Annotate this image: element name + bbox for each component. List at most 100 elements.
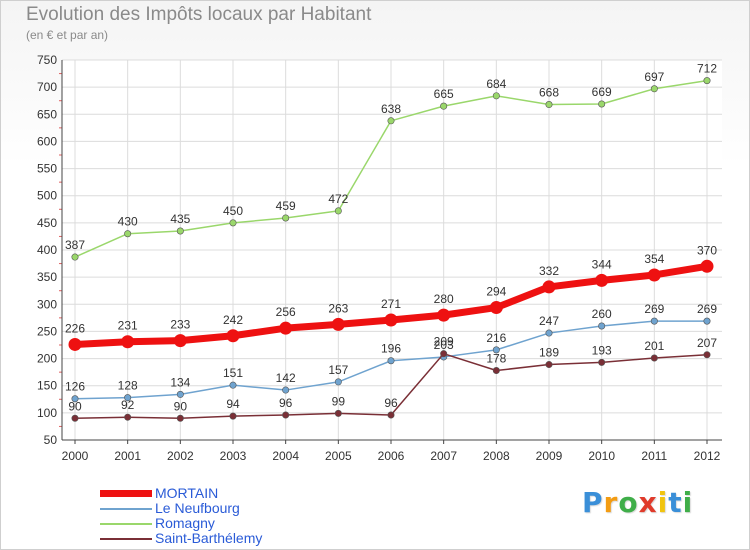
data-label: 294 (486, 285, 506, 299)
data-label: 684 (486, 77, 506, 91)
data-point (124, 230, 132, 238)
x-tick-label: 2011 (641, 449, 667, 463)
data-point (229, 381, 237, 389)
x-tick-label: 2010 (588, 449, 615, 463)
data-point (650, 85, 658, 93)
data-label: 157 (328, 363, 348, 377)
data-point (492, 346, 500, 354)
proxiti-logo: Proxiti (582, 486, 693, 519)
data-point (545, 101, 553, 109)
data-point (387, 117, 395, 125)
x-tick-label: 2007 (430, 449, 457, 463)
data-point (334, 409, 342, 417)
data-point (71, 414, 79, 422)
data-point (124, 394, 132, 402)
data-point (173, 334, 187, 348)
data-label: 216 (486, 331, 506, 345)
data-label: 263 (328, 301, 348, 315)
data-label: 193 (592, 343, 612, 357)
data-point (282, 386, 290, 394)
data-label: 354 (644, 252, 664, 266)
logo-letter: P (582, 486, 604, 519)
data-point (176, 414, 184, 422)
data-label: 387 (65, 238, 85, 252)
series-romagny: 387 430 435 450 459 472 638 665 684 668 669 697 712 (65, 62, 717, 261)
data-point (650, 354, 658, 362)
legend-label: MORTAIN (155, 485, 219, 501)
data-label: 271 (381, 297, 401, 311)
y-tick-label: 200 (37, 352, 57, 366)
data-point (703, 351, 711, 359)
data-point (71, 253, 79, 261)
data-point (703, 77, 711, 85)
data-label: 142 (276, 371, 296, 385)
x-tick-label: 2005 (325, 449, 352, 463)
logo-letter: i (682, 486, 694, 519)
data-point (595, 273, 609, 287)
data-label: 450 (223, 204, 243, 218)
data-point (703, 317, 711, 325)
y-tick-label: 550 (37, 162, 57, 176)
data-point (226, 329, 240, 343)
data-label: 203 (434, 338, 454, 352)
data-label: 178 (486, 352, 506, 366)
data-point (121, 335, 135, 349)
x-tick-label: 2003 (220, 449, 247, 463)
data-point (176, 227, 184, 235)
data-label: 370 (697, 243, 717, 257)
y-tick-label: 300 (37, 297, 57, 311)
data-label: 430 (118, 215, 138, 229)
legend-swatch (100, 523, 152, 525)
data-point (492, 92, 500, 100)
logo-letter: r (603, 486, 619, 519)
data-label: 697 (644, 70, 664, 84)
data-point (387, 357, 395, 365)
data-label: 332 (539, 264, 559, 278)
data-point (489, 301, 503, 315)
data-label: 669 (592, 85, 612, 99)
x-tick-label: 2001 (114, 449, 141, 463)
y-tick-label: 700 (37, 80, 57, 94)
data-point (229, 219, 237, 227)
data-label: 256 (276, 305, 296, 319)
x-tick-label: 2009 (536, 449, 563, 463)
chart-title: Evolution des Impôts locaux par Habitant (26, 4, 372, 25)
data-label: 665 (434, 87, 454, 101)
legend-swatch (100, 538, 152, 540)
y-tick-label: 350 (37, 270, 57, 284)
data-label: 207 (697, 336, 717, 350)
data-label: 242 (223, 313, 243, 327)
data-point (492, 367, 500, 375)
data-label: 189 (539, 346, 559, 360)
data-label: 92 (121, 398, 135, 412)
data-point (229, 412, 237, 420)
data-label: 196 (381, 342, 401, 356)
data-label: 233 (170, 318, 190, 332)
series-saint-barth-lemy: 90 92 90 94 96 99 96 209 178 189 193 201 207 (68, 335, 717, 422)
x-tick-label: 2008 (483, 449, 510, 463)
data-label: 231 (118, 319, 138, 333)
data-label: 96 (279, 396, 293, 410)
data-label: 280 (434, 292, 454, 306)
data-point (68, 337, 82, 351)
legend-label: Saint-Barthélemy (155, 530, 263, 546)
data-point (542, 280, 556, 294)
data-point (331, 317, 345, 331)
data-label: 201 (644, 339, 664, 353)
legend-label: Le Neufbourg (155, 500, 240, 516)
data-point (650, 317, 658, 325)
series-le-neufbourg: 126 128 134 151 142 157 196 203 216 247 260 269 269 (65, 302, 717, 403)
data-label: 668 (539, 86, 559, 100)
x-tick-label: 2012 (694, 449, 721, 463)
x-tick-label: 2000 (62, 449, 89, 463)
y-tick-label: 600 (37, 134, 57, 148)
data-point (282, 411, 290, 419)
data-label: 94 (226, 397, 240, 411)
logo-letter: o (618, 486, 639, 519)
data-point (387, 411, 395, 419)
y-tick-label: 750 (37, 53, 57, 67)
logo-letter: i (657, 486, 669, 519)
y-tick-label: 650 (37, 107, 57, 121)
data-label: 435 (170, 212, 190, 226)
